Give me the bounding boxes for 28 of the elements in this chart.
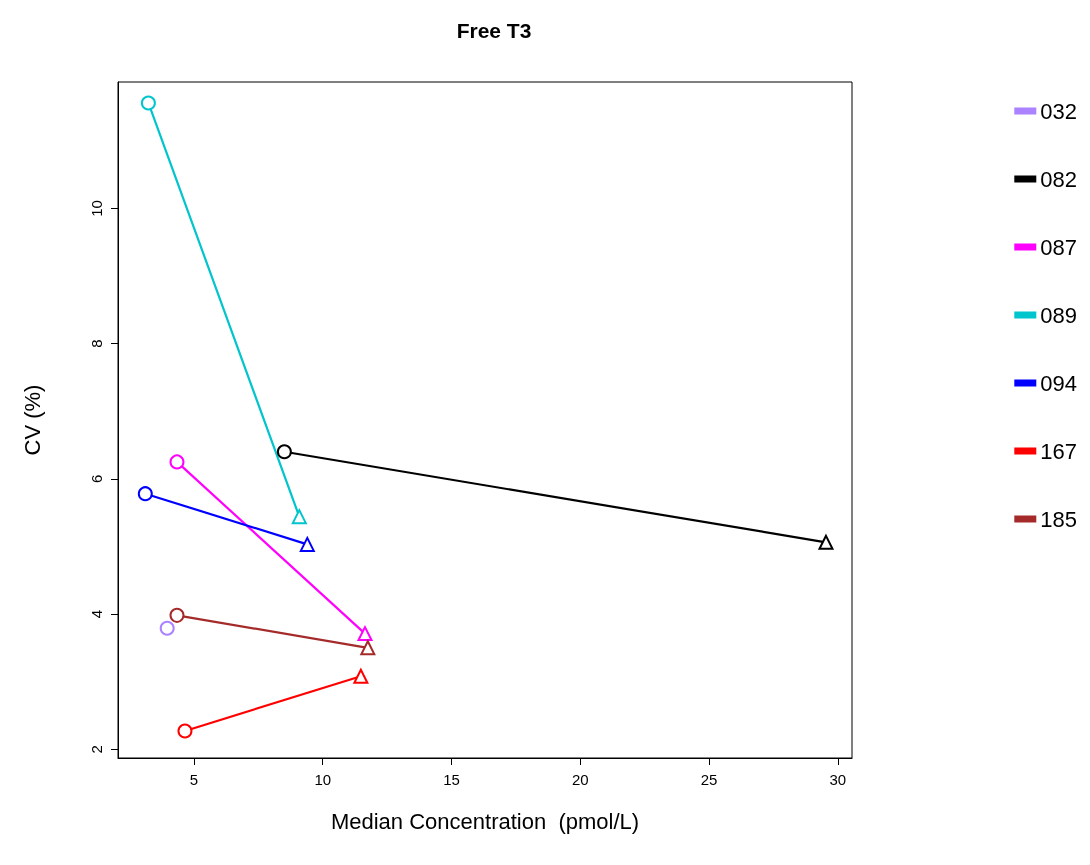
x-tick-label: 5	[189, 771, 199, 788]
x-tick-label: 20	[571, 771, 589, 788]
y-tick-label: 8	[88, 339, 105, 348]
y-axis-title: CV (%)	[19, 384, 45, 456]
point	[140, 95, 156, 111]
point	[169, 607, 185, 623]
point	[276, 444, 292, 460]
y-tick-label: 2	[88, 745, 105, 754]
legend-label: 032	[1040, 98, 1078, 124]
legend-label: 094	[1040, 370, 1078, 396]
chart-title: Free T3	[456, 19, 532, 42]
point	[137, 486, 153, 502]
x-tick-label: 25	[700, 771, 718, 788]
point	[169, 454, 185, 470]
point	[159, 620, 175, 636]
x-axis-title: Median Concentration (pmol/L)	[330, 808, 640, 834]
x-tick-label: 30	[829, 771, 847, 788]
legend-label: 087	[1040, 234, 1078, 260]
y-tick-label: 6	[88, 474, 105, 483]
y-tick-label: 4	[88, 609, 105, 619]
point	[177, 723, 193, 739]
legend-label: 167	[1040, 438, 1078, 464]
legend-label: 089	[1040, 302, 1078, 328]
x-tick-label: 10	[314, 771, 332, 788]
legend-label: 185	[1040, 506, 1078, 532]
legend-label: 082	[1040, 166, 1078, 192]
y-tick-label: 10	[88, 200, 105, 217]
x-tick-label: 15	[443, 771, 460, 788]
